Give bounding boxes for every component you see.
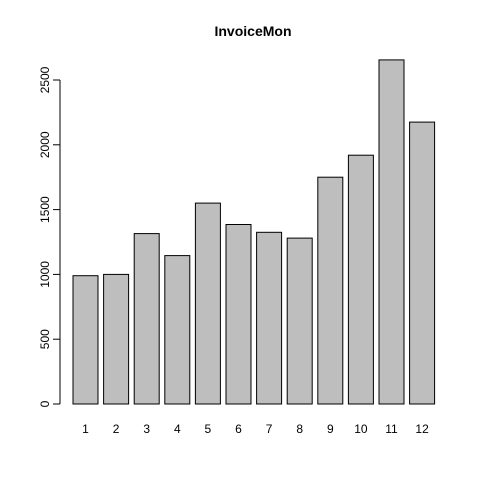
bar-2: [103, 273, 130, 405]
x-tick-label: 12: [415, 422, 429, 436]
bar-7: [256, 231, 283, 405]
bar-8: [286, 237, 313, 405]
x-tick-label: 8: [296, 422, 303, 436]
x-tick-label: 10: [354, 422, 368, 436]
y-tick-label: 500: [38, 329, 52, 349]
y-axis: 0 500 1000 1500 2000 2500: [38, 66, 61, 407]
bars-group: [72, 59, 436, 405]
x-tick-label: 7: [266, 422, 273, 436]
x-tick-label: 11: [385, 422, 398, 436]
x-tick-label: 1: [82, 422, 89, 436]
y-tick-label: 2000: [38, 131, 52, 158]
x-tick-label: 2: [113, 422, 120, 436]
bar-10: [347, 154, 374, 405]
x-tick-labels: 1 2 3 4 5 6 7 8 9 10 11 12: [82, 422, 429, 436]
bar-4: [164, 255, 191, 405]
bar-9: [317, 176, 344, 405]
x-tick-label: 4: [174, 422, 181, 436]
x-tick-label: 6: [235, 422, 242, 436]
x-tick-label: 5: [205, 422, 212, 436]
y-tick-label: 0: [38, 400, 52, 407]
bar-3: [133, 233, 160, 405]
bar-1: [72, 275, 99, 405]
y-tick-label: 1000: [38, 261, 52, 288]
x-tick-label: 3: [143, 422, 150, 436]
x-tick-label: 9: [327, 422, 334, 436]
bar-5: [194, 202, 221, 405]
chart-title: InvoiceMon: [214, 23, 291, 39]
y-tick-label: 1500: [38, 196, 52, 223]
bar-6: [225, 224, 252, 405]
bar-12: [409, 121, 436, 405]
bar-11: [378, 59, 405, 405]
y-tick-label: 2500: [38, 66, 52, 93]
